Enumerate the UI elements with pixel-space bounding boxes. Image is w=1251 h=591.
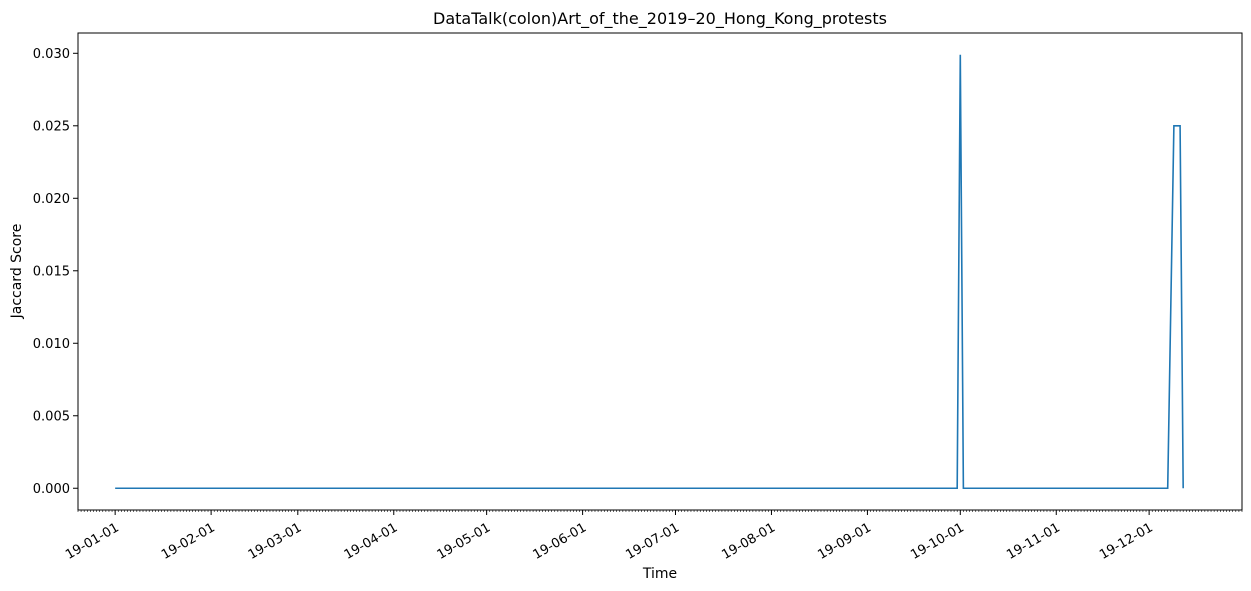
plot-area bbox=[78, 33, 1242, 510]
y-tick-label: 0.000 bbox=[33, 482, 70, 497]
x-tick-label: 19-10-01 bbox=[908, 520, 967, 562]
x-tick-label: 19-03-01 bbox=[246, 520, 305, 562]
x-tick-label: 19-09-01 bbox=[815, 520, 874, 562]
y-tick-label: 0.005 bbox=[33, 409, 70, 424]
x-tick-label: 19-08-01 bbox=[719, 520, 778, 562]
x-tick-label: 19-11-01 bbox=[1004, 520, 1063, 562]
x-tick-label: 19-12-01 bbox=[1097, 520, 1156, 562]
y-axis-ticks: 0.000 0.005 0.010 0.015 0.020 0.025 0.030 bbox=[33, 47, 78, 497]
y-tick-label: 0.025 bbox=[33, 119, 70, 134]
y-axis-label: Jaccard Score bbox=[9, 224, 25, 320]
plot-frame bbox=[77, 32, 1243, 511]
x-tick-label: 19-02-01 bbox=[159, 520, 218, 562]
y-tick-label: 0.030 bbox=[33, 47, 70, 62]
y-tick-label: 0.020 bbox=[33, 192, 70, 207]
chart-title: DataTalk(colon)Art_of_the_2019–20_Hong_K… bbox=[433, 9, 887, 29]
y-tick-label: 0.015 bbox=[33, 264, 70, 279]
x-axis-label: Time bbox=[642, 566, 677, 582]
x-tick-label: 19-06-01 bbox=[531, 520, 590, 562]
x-tick-label: 19-04-01 bbox=[342, 520, 401, 562]
x-tick-label: 19-01-01 bbox=[63, 520, 122, 562]
x-tick-label: 19-05-01 bbox=[435, 520, 494, 562]
y-tick-label: 0.010 bbox=[33, 337, 70, 352]
x-axis-ticks: 19-01-01 19-02-01 19-03-01 19-04-01 19-05-01… bbox=[63, 510, 1156, 563]
x-tick-label: 19-07-01 bbox=[623, 520, 682, 562]
series-line bbox=[115, 54, 1184, 490]
